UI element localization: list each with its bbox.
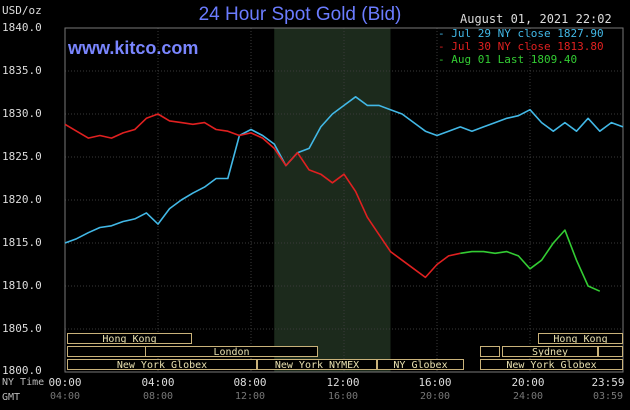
x-tick-gmt: 12:00 bbox=[234, 391, 266, 402]
legend: - Jul 29 NY close 1827.90 - Jul 30 NY cl… bbox=[438, 27, 604, 66]
y-tick-label: 1840.0 bbox=[2, 21, 42, 34]
legend-entry-aug01: - Aug 01 Last 1809.40 bbox=[438, 53, 578, 66]
units-label: USD/oz bbox=[2, 4, 42, 17]
y-tick-label: 1800.0 bbox=[2, 364, 42, 377]
legend-entry-jul29: - Jul 29 NY close 1827.90 bbox=[438, 27, 604, 40]
x-tick-gmt: 08:00 bbox=[142, 391, 174, 402]
x-tick-gmt: 03:59 bbox=[592, 391, 624, 402]
market-filler bbox=[480, 346, 500, 357]
x-tick-gmt: 16:00 bbox=[327, 391, 359, 402]
y-tick-label: 1830.0 bbox=[2, 107, 42, 120]
legend-entry-jul30: - Jul 30 NY close 1813.80 bbox=[438, 40, 604, 53]
x-row-label-ny: NY Time bbox=[2, 377, 45, 388]
x-tick-ny: 16:00 bbox=[418, 376, 452, 389]
y-tick-label: 1815.0 bbox=[2, 236, 42, 249]
market-hong-kong-2: Hong Kong bbox=[538, 333, 623, 344]
market-filler bbox=[67, 346, 147, 357]
x-row-label-gmt: GMT bbox=[2, 392, 21, 403]
y-tick-label: 1820.0 bbox=[2, 193, 42, 206]
market-sydney: Sydney bbox=[502, 346, 598, 357]
market-new-york-nymex: New York NYMEX bbox=[257, 359, 377, 370]
x-tick-ny: 20:00 bbox=[511, 376, 545, 389]
x-tick-gmt: 20:00 bbox=[419, 391, 451, 402]
x-tick-ny: 12:00 bbox=[326, 376, 360, 389]
series-line-1 bbox=[64, 96, 624, 244]
market-new-york-globex: New York Globex bbox=[67, 359, 257, 370]
market-hong-kong: Hong Kong bbox=[67, 333, 192, 344]
x-tick-ny: 00:00 bbox=[48, 376, 82, 389]
x-tick-ny: 08:00 bbox=[233, 376, 267, 389]
chart-title: 24 Hour Spot Gold (Bid) bbox=[198, 4, 402, 25]
y-tick-label: 1825.0 bbox=[2, 150, 42, 163]
plot-frame bbox=[64, 27, 624, 373]
market-london: London bbox=[145, 346, 318, 357]
y-tick-label: 1805.0 bbox=[2, 322, 42, 335]
timestamp: August 01, 2021 22:02 bbox=[460, 12, 612, 26]
x-tick-ny: 04:00 bbox=[141, 376, 175, 389]
x-tick-gmt: 04:00 bbox=[49, 391, 81, 402]
market-ny-globex: NY Globex bbox=[377, 359, 464, 370]
series-line-2 bbox=[64, 113, 461, 279]
market-new-york-globex-2: New York Globex bbox=[480, 359, 623, 370]
x-tick-ny: 23:59 bbox=[591, 376, 625, 389]
y-tick-label: 1810.0 bbox=[2, 279, 42, 292]
site-watermark: www.kitco.com bbox=[68, 38, 199, 58]
x-tick-gmt: 24:00 bbox=[512, 391, 544, 402]
market-filler bbox=[598, 346, 623, 357]
series-line-3 bbox=[460, 229, 601, 292]
y-tick-label: 1835.0 bbox=[2, 64, 42, 77]
